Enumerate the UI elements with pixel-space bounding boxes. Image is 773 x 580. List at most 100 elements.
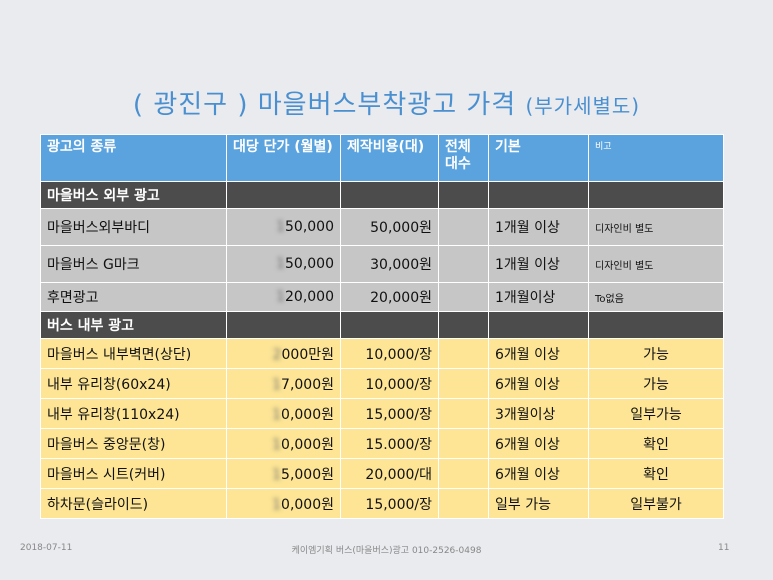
footer-page-number: 11 — [718, 543, 730, 553]
ad-type-cell: 내부 유리창(110x24) — [40, 398, 227, 429]
basic-period-cell: 6개월 이상 — [488, 338, 589, 369]
section-empty-cell — [226, 311, 341, 339]
total-count-cell — [438, 338, 489, 369]
production-cost-cell: 20,000원 — [340, 282, 439, 312]
note-cell: 확인 — [588, 458, 724, 489]
ad-type-cell: 마을버스 시트(커버) — [40, 458, 227, 489]
basic-period-cell: 1개월이상 — [488, 282, 589, 312]
total-count-cell — [438, 488, 489, 519]
redacted-price-digit: 1 — [276, 219, 285, 235]
section-empty-cell — [488, 181, 589, 209]
table-row: 마을버스 G마크 150,000 30,000원 1개월 이상 디자인비 별도 — [40, 245, 724, 283]
section-empty-cell — [488, 311, 589, 339]
basic-period-cell: 3개월이상 — [488, 398, 589, 429]
unit-price-value: 0,000원 — [281, 496, 334, 513]
table-row: 마을버스 내부벽면(상단) 2000만원 10,000/장 6개월 이상 가능 — [40, 338, 724, 369]
ad-type-cell: 마을버스 G마크 — [40, 245, 227, 283]
total-count-cell — [438, 368, 489, 399]
total-count-cell — [438, 428, 489, 459]
total-count-cell — [438, 282, 489, 312]
unit-price-value: 0,000원 — [281, 406, 334, 423]
section-empty-cell — [588, 311, 724, 339]
basic-period-cell: 6개월 이상 — [488, 428, 589, 459]
section-empty-cell — [226, 181, 341, 209]
note-cell: To없음 — [588, 282, 724, 312]
unit-price-cell: 10,000원 — [226, 428, 341, 459]
redacted-price-digit: 1 — [272, 436, 282, 453]
basic-period-cell: 1개월 이상 — [488, 245, 589, 283]
table-row: 하차문(슬라이드) 10,000원 15,000/장 일부 가능 일부불가 — [40, 488, 724, 519]
basic-period-cell: 6개월 이상 — [488, 458, 589, 489]
table-header-row: 광고의 종류 대당 단가 (월별) 제작비용(대) 전체 대수 기본 비고 — [40, 134, 724, 182]
ad-type-cell: 내부 유리창(60x24) — [40, 368, 227, 399]
unit-price-value: 50,000 — [285, 256, 334, 272]
redacted-price-digit: 1 — [272, 376, 282, 393]
section-header-exterior: 마을버스 외부 광고 — [40, 181, 724, 209]
section-empty-cell — [438, 181, 489, 209]
ad-type-cell: 후면광고 — [40, 282, 227, 312]
unit-price-value: 0,000원 — [281, 436, 334, 453]
redacted-price-digit: 1 — [272, 496, 282, 513]
unit-price-cell: 10,000원 — [226, 398, 341, 429]
production-cost-cell: 10,000/장 — [340, 338, 439, 369]
section-empty-cell — [438, 311, 489, 339]
section-empty-cell — [588, 181, 724, 209]
unit-price-cell: 120,000 — [226, 282, 341, 312]
ad-type-cell: 마을버스 내부벽면(상단) — [40, 338, 227, 369]
section-label: 마을버스 외부 광고 — [40, 181, 227, 209]
note-cell: 일부불가 — [588, 488, 724, 519]
note-cell: 가능 — [588, 338, 724, 369]
unit-price-cell: 10,000원 — [226, 488, 341, 519]
unit-price-cell: 2000만원 — [226, 338, 341, 369]
page-title: ( 광진구 ) 마을버스부착광고 가격 (부가세별도) — [0, 84, 773, 121]
header-unit-price: 대당 단가 (월별) — [226, 134, 341, 182]
total-count-cell — [438, 458, 489, 489]
unit-price-value: 20,000 — [285, 289, 334, 305]
unit-price-cell: 150,000 — [226, 208, 341, 246]
note-cell: 가능 — [588, 368, 724, 399]
unit-price-cell: 17,000원 — [226, 368, 341, 399]
unit-price-value: 50,000 — [285, 219, 334, 235]
unit-price-value: 5,000원 — [281, 466, 334, 483]
production-cost-cell: 20,000/대 — [340, 458, 439, 489]
note-cell: 디자인비 별도 — [588, 245, 724, 283]
table-row: 내부 유리창(110x24) 10,000원 15,000/장 3개월이상 일부가능 — [40, 398, 724, 429]
production-cost-cell: 50,000원 — [340, 208, 439, 246]
unit-price-value: 7,000원 — [281, 376, 334, 393]
table-row: 내부 유리창(60x24) 17,000원 10,000/장 6개월 이상 가능 — [40, 368, 724, 399]
table-row: 마을버스외부바디 150,000 50,000원 1개월 이상 디자인비 별도 — [40, 208, 724, 246]
unit-price-cell: 150,000 — [226, 245, 341, 283]
redacted-price-digit: 2 — [272, 346, 282, 363]
production-cost-cell: 15,000/장 — [340, 488, 439, 519]
title-sub: (부가세별도) — [525, 94, 641, 118]
basic-period-cell: 1개월 이상 — [488, 208, 589, 246]
unit-price-cell: 15,000원 — [226, 458, 341, 489]
redacted-price-digit: 1 — [272, 406, 282, 423]
header-type: 광고의 종류 — [40, 134, 227, 182]
redacted-price-digit: 1 — [276, 289, 285, 305]
section-empty-cell — [340, 181, 439, 209]
note-cell: 일부가능 — [588, 398, 724, 429]
production-cost-cell: 30,000원 — [340, 245, 439, 283]
section-label: 버스 내부 광고 — [40, 311, 227, 339]
production-cost-cell: 15.000/장 — [340, 428, 439, 459]
footer-center: 케이엠기획 버스(마을버스)광고 010-2526-0498 — [291, 546, 482, 556]
section-empty-cell — [340, 311, 439, 339]
table-row: 후면광고 120,000 20,000원 1개월이상 To없음 — [40, 282, 724, 312]
ad-type-cell: 마을버스외부바디 — [40, 208, 227, 246]
ad-type-cell: 마을버스 중앙문(창) — [40, 428, 227, 459]
redacted-price-digit: 1 — [276, 256, 285, 272]
footer-date: 2018-07-11 — [20, 543, 73, 553]
basic-period-cell: 6개월 이상 — [488, 368, 589, 399]
ad-type-cell: 하차문(슬라이드) — [40, 488, 227, 519]
table-row: 마을버스 중앙문(창) 10,000원 15.000/장 6개월 이상 확인 — [40, 428, 724, 459]
total-count-cell — [438, 208, 489, 246]
header-note: 비고 — [588, 134, 724, 182]
production-cost-cell: 15,000/장 — [340, 398, 439, 429]
price-table: 광고의 종류 대당 단가 (월별) 제작비용(대) 전체 대수 기본 비고 마을… — [40, 134, 724, 519]
production-cost-cell: 10,000/장 — [340, 368, 439, 399]
note-cell: 확인 — [588, 428, 724, 459]
header-total-count: 전체 대수 — [438, 134, 489, 182]
basic-period-cell: 일부 가능 — [488, 488, 589, 519]
title-main: ( 광진구 ) 마을버스부착광고 가격 — [132, 90, 517, 120]
